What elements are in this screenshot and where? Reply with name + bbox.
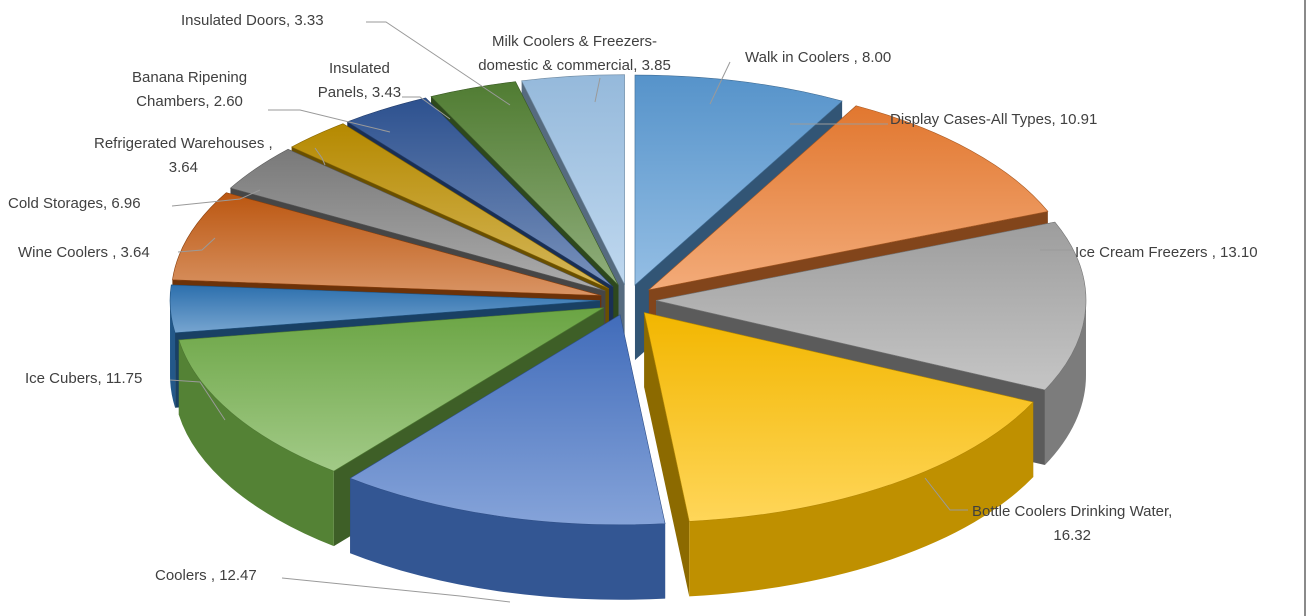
data-label: Insulated Doors, 3.33	[181, 12, 324, 29]
data-label: Walk in Coolers , 8.00	[745, 49, 891, 66]
slice-insulated-doors	[430, 81, 619, 286]
labels-layer: Walk in Coolers , 8.00 Display Cases-All …	[8, 12, 1258, 603]
data-label: Bottle Coolers Drinking Water, 16.32	[972, 503, 1172, 544]
leader-line	[169, 379, 226, 421]
slice-wine-coolers	[169, 284, 601, 334]
leader-line	[402, 96, 451, 120]
slice-cold-storages	[172, 192, 602, 296]
data-label: Ice Cream Freezers , 13.10	[1075, 244, 1258, 261]
data-label: Ice Cubers, 11.75	[25, 370, 142, 387]
slice-ice-cubers	[178, 307, 604, 472]
slice-refrigerated-warehouses	[229, 148, 606, 292]
slice-bottle-coolers-drinking-water	[643, 312, 1034, 522]
leader-line	[314, 147, 326, 166]
data-label: Display Cases-All Types, 10.91	[890, 111, 1097, 128]
leader-line	[594, 77, 601, 103]
leader-line	[709, 61, 731, 105]
data-label: Wine Coolers , 3.64	[18, 244, 150, 261]
data-label: Cold Storages, 6.96	[8, 195, 141, 212]
data-label: Coolers , 12.47	[155, 567, 257, 584]
leader-line	[281, 577, 511, 603]
data-label: Milk Coolers & Freezers-domestic & comme…	[478, 33, 671, 74]
leader-line	[177, 237, 216, 253]
leader-line	[366, 21, 511, 106]
data-label: Insulated Panels, 3.43	[318, 60, 401, 101]
data-label: Banana Ripening Chambers, 2.60	[132, 69, 247, 110]
slice-display-cases-all-types	[647, 105, 1049, 291]
data-label: Refrigerated Warehouses , 3.64	[94, 135, 273, 176]
slice-tops-layer	[169, 74, 1087, 526]
leader-line	[268, 109, 391, 133]
slice-milk-coolers-freezers-domestic-commercial	[521, 74, 625, 285]
slice-coolers	[349, 314, 666, 526]
leader-line	[924, 477, 968, 511]
slice-walk-in-coolers	[634, 74, 843, 286]
leader-line	[171, 189, 261, 207]
slice-ice-cream-freezers	[655, 221, 1087, 391]
slice-banana-ripening-chambers	[290, 123, 610, 289]
